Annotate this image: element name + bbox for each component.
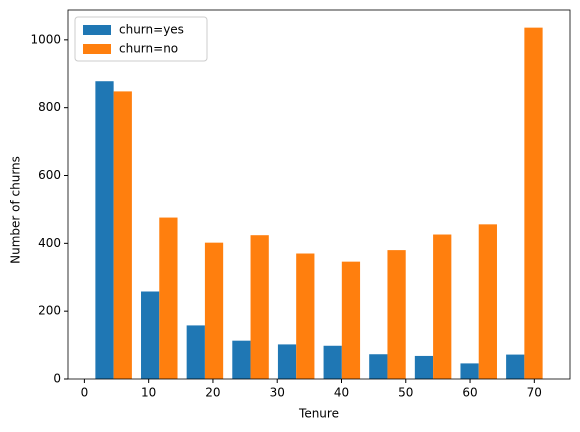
bar	[433, 234, 452, 379]
y-tick-label: 200	[38, 304, 61, 318]
bar	[250, 235, 269, 379]
y-tick-label: 600	[38, 168, 61, 182]
plot-frame	[67, 9, 571, 380]
bar	[414, 355, 434, 379]
bar	[524, 27, 543, 380]
x-tick-label: 0	[81, 386, 89, 400]
y-tick-label: 400	[38, 236, 61, 250]
bar	[95, 81, 114, 380]
x-tick-label: 30	[270, 386, 285, 400]
x-tick-label: 60	[462, 386, 477, 400]
bar	[159, 217, 178, 379]
legend-label: churn=yes	[119, 23, 184, 37]
y-tick-label: 0	[53, 372, 61, 386]
x-tick-label: 10	[141, 386, 156, 400]
y-axis-label: Number of churns	[9, 156, 23, 264]
bar	[341, 261, 361, 379]
legend-swatch	[83, 44, 111, 54]
bar	[506, 354, 525, 379]
bar	[296, 253, 315, 379]
x-tick-label: 20	[205, 386, 220, 400]
legend-label: churn=no	[119, 42, 178, 56]
bar	[323, 345, 342, 379]
bar	[113, 91, 132, 379]
x-tick-label: 40	[334, 386, 349, 400]
x-tick-label: 50	[398, 386, 413, 400]
bar	[277, 344, 297, 379]
bar	[460, 363, 479, 379]
x-tick-label: 70	[527, 386, 542, 400]
bar	[141, 291, 160, 379]
legend-swatch	[83, 25, 111, 35]
bar	[204, 242, 224, 379]
x-axis-label: Tenure	[298, 407, 339, 421]
bar	[369, 354, 388, 379]
bar	[478, 224, 497, 379]
bar	[186, 325, 205, 379]
y-tick-label: 1000	[30, 32, 61, 46]
y-tick-label: 800	[38, 100, 61, 114]
bar	[387, 250, 406, 379]
bar	[232, 340, 251, 379]
